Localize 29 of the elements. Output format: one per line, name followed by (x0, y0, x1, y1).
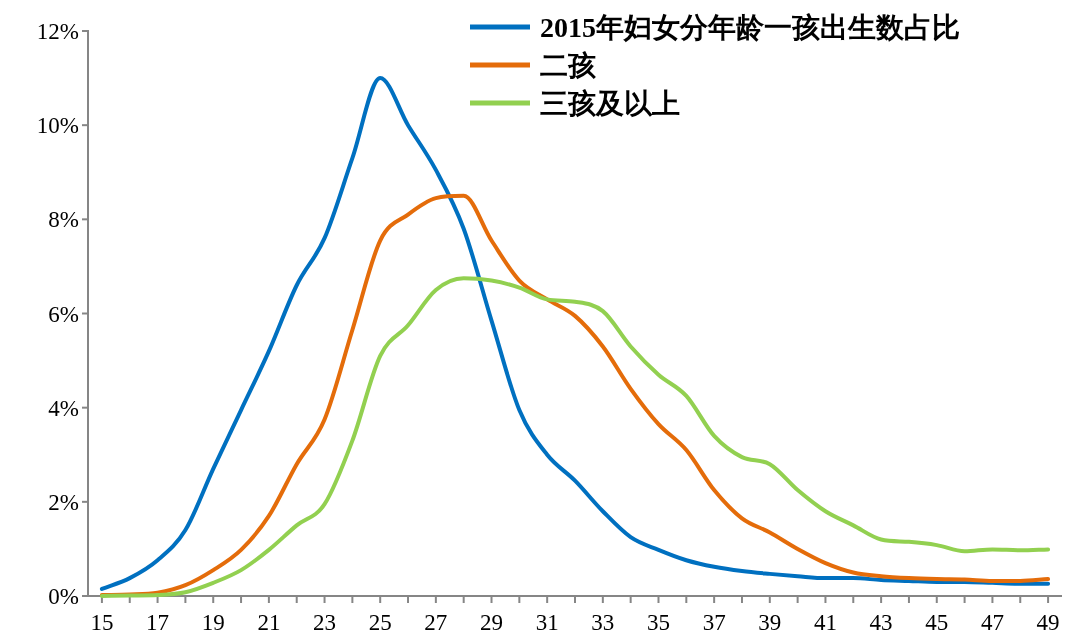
x-tick-label: 21 (257, 610, 281, 635)
x-tick-label: 37 (702, 610, 726, 635)
x-tick-label: 35 (646, 610, 670, 635)
y-tick-label: 8% (48, 207, 79, 233)
y-tick-label: 10% (36, 113, 79, 139)
y-tick-label: 0% (48, 584, 79, 609)
x-tick-label: 45 (925, 610, 949, 635)
legend-label: 三孩及以上 (540, 88, 680, 119)
x-tick-label: 25 (368, 610, 392, 635)
legend-label: 2015年妇女分年龄一孩出生数占比 (540, 12, 960, 43)
x-tick-label: 27 (424, 610, 448, 635)
x-tick-label: 29 (480, 610, 504, 635)
x-tick-label: 43 (869, 610, 893, 635)
x-tick-label: 15 (90, 610, 114, 635)
y-tick-label: 6% (48, 301, 79, 327)
x-tick-label: 49 (1036, 610, 1060, 635)
x-tick-label: 33 (591, 610, 615, 635)
y-tick-label: 12% (36, 19, 79, 44)
x-tick-label: 17 (146, 610, 170, 635)
x-tick-label: 31 (535, 610, 559, 635)
line-series (99, 276, 1051, 598)
x-tick-label: 41 (813, 610, 837, 635)
x-tick-label: 19 (201, 610, 225, 635)
y-tick-label: 4% (48, 395, 79, 421)
y-tick-label: 2% (48, 489, 79, 515)
x-tick-label: 23 (313, 610, 337, 635)
legend-label: 二孩 (540, 50, 596, 81)
x-tick-label: 39 (758, 610, 782, 635)
x-tick-label: 47 (980, 610, 1004, 635)
